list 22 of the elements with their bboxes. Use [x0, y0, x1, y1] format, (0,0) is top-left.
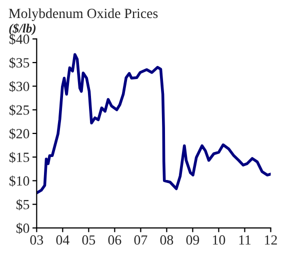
y-tick-label: $35	[9, 57, 30, 68]
x-tick-label: 08	[160, 235, 174, 245]
y-axis-title: ($/lb)	[9, 23, 36, 36]
y-tick-label: $40	[9, 34, 30, 45]
x-tick-label: 10	[212, 235, 226, 245]
line-series	[36, 53, 271, 194]
y-tick-label: $20	[9, 128, 30, 140]
x-tick-label: 09	[186, 235, 200, 245]
x-tick-label: 04	[56, 235, 70, 245]
y-tick-label: $25	[9, 104, 30, 116]
x-tick-label: 06	[108, 235, 122, 245]
x-tick-label: 11	[239, 235, 251, 245]
chart-title: Molybdenum Oxide Prices	[8, 8, 158, 21]
y-tick-label: $10	[9, 175, 30, 187]
y-tick-label: $15	[9, 152, 30, 163]
x-tick-label: 05	[82, 235, 96, 245]
x-tick-label: 03	[30, 235, 44, 245]
y-tick-label: $0	[16, 222, 30, 234]
x-tick-label: 12	[264, 235, 277, 245]
x-tick-label: 07	[134, 235, 148, 245]
y-tick-label: $30	[9, 80, 30, 92]
y-tick-label: $5	[16, 199, 30, 210]
